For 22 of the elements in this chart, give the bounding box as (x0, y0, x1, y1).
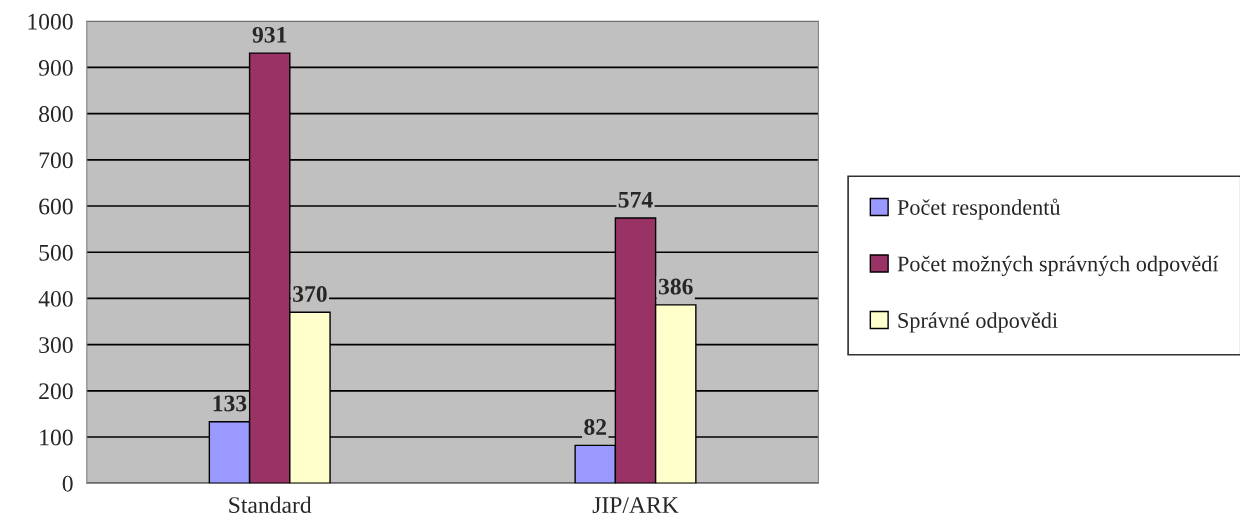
y-tick-label: 1000 (28, 13, 73, 30)
y-tick-label: 500 (39, 244, 73, 261)
y-tick-label: 600 (39, 198, 73, 215)
y-tick-label: 0 (62, 475, 73, 492)
data-label: 133 (213, 395, 247, 412)
legend-label: Počet možných správných odpovědí (897, 255, 1219, 277)
legend-label: Správné odpovědi (898, 312, 1058, 333)
x-tick-label: Standard (229, 496, 312, 514)
y-tick-label: 900 (38, 59, 73, 76)
y-tick-label: 100 (40, 429, 73, 446)
data-label: 931 (252, 26, 287, 43)
data-label: 370 (293, 286, 327, 302)
data-label: 386 (658, 278, 693, 295)
y-tick-label: 300 (39, 337, 73, 354)
y-tick-label: 400 (38, 290, 73, 307)
legend-label: Počet respondentů (897, 198, 1061, 220)
y-tick-label: 200 (39, 383, 73, 400)
y-tick-label: 700 (39, 152, 73, 169)
x-tick-label: JIP/ARK (592, 497, 679, 514)
data-label: 574 (618, 191, 653, 208)
data-label: 82 (584, 419, 607, 435)
y-tick-label: 800 (39, 106, 73, 123)
